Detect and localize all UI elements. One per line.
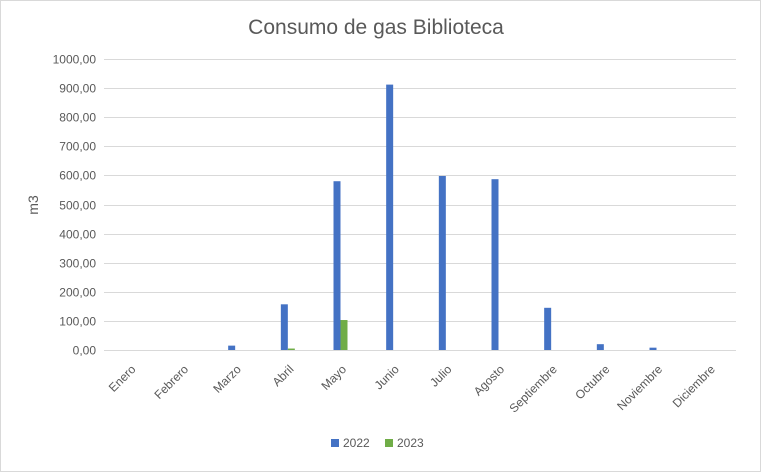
y-tick-label: 100,00 xyxy=(59,315,96,329)
y-tick-label: 900,00 xyxy=(59,82,96,96)
x-tick-label: Septiembre xyxy=(506,362,560,416)
x-tick-label: Julio xyxy=(427,362,455,390)
bar-2022-marzo xyxy=(228,345,236,350)
bar-2022-abril xyxy=(280,304,288,350)
legend-label-2022: 2022 xyxy=(343,436,370,450)
bar-2022-noviembre xyxy=(649,347,657,350)
y-axis-label: m3 xyxy=(25,195,41,215)
x-axis-ticks: Enero Febrero Marzo Abril Mayo Junio Julio Agos… xyxy=(106,362,718,416)
legend-swatch-2023 xyxy=(385,439,393,447)
x-tick-label: Enero xyxy=(106,362,139,395)
y-tick-label: 0,00 xyxy=(73,344,97,358)
y-axis-ticks: 0,00 100,00 200,00 300,00 400,00 500,00 600,00… xyxy=(53,53,97,358)
x-tick-label: Octubre xyxy=(572,362,612,402)
x-tick-label: Mayo xyxy=(318,362,349,393)
bar-2022-septiembre xyxy=(544,307,552,350)
bar-2023-mayo xyxy=(340,320,348,350)
x-tick-label: Junio xyxy=(372,362,402,392)
x-tick-label: Febrero xyxy=(152,362,192,402)
y-tick-label: 800,00 xyxy=(59,111,96,125)
gridlines xyxy=(104,59,736,351)
x-tick-label: Diciembre xyxy=(670,362,718,410)
y-tick-label: 300,00 xyxy=(59,257,96,271)
chart-title: Consumo de gas Biblioteca xyxy=(248,16,504,39)
x-tick-label: Abril xyxy=(270,362,297,389)
bars xyxy=(228,84,657,350)
bar-2022-junio xyxy=(386,84,394,350)
legend-swatch-2022 xyxy=(331,439,339,447)
x-tick-label: Marzo xyxy=(210,362,244,396)
y-tick-label: 500,00 xyxy=(59,199,96,213)
bar-2022-julio xyxy=(438,175,446,350)
y-tick-label: 400,00 xyxy=(59,228,96,242)
x-tick-label: Agosto xyxy=(471,362,508,399)
bar-2022-mayo xyxy=(333,181,341,350)
bar-2022-agosto xyxy=(491,179,499,350)
x-tick-label: Noviembre xyxy=(614,362,665,413)
y-tick-label: 200,00 xyxy=(59,286,96,300)
bar-2022-octubre xyxy=(596,344,604,350)
y-tick-label: 1000,00 xyxy=(53,53,97,67)
y-tick-label: 700,00 xyxy=(59,140,96,154)
y-tick-label: 600,00 xyxy=(59,169,96,183)
bar-2023-abril xyxy=(287,348,295,350)
legend: 2022 2023 xyxy=(331,436,424,450)
legend-label-2023: 2023 xyxy=(397,436,424,450)
